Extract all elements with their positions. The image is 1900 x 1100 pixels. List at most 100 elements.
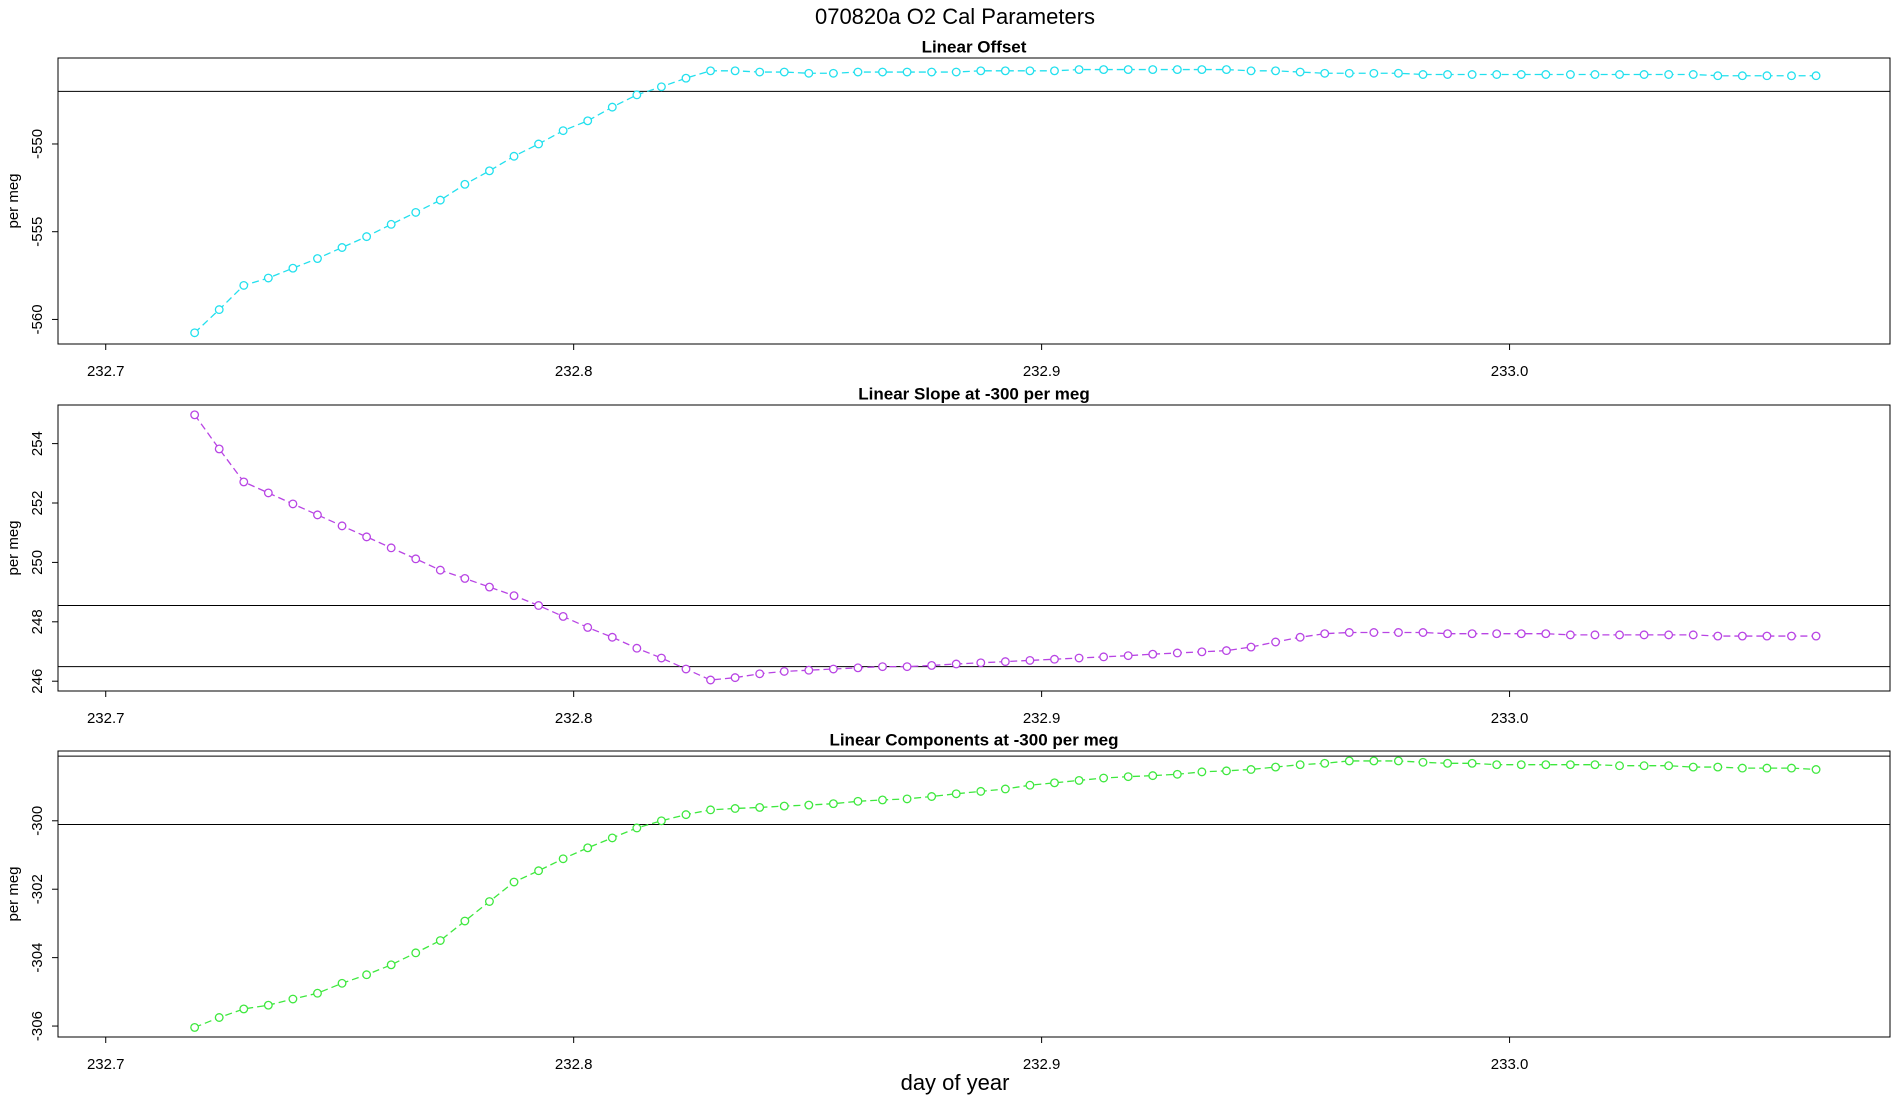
data-point <box>779 801 789 811</box>
x-tick-label: 232.8 <box>555 710 593 727</box>
data-point <box>1565 630 1575 640</box>
y-axis-label: per meg <box>5 520 22 575</box>
data-point <box>313 988 322 998</box>
data-point <box>583 622 593 632</box>
data-point <box>239 280 249 290</box>
y-tick-label: -300 <box>29 806 46 836</box>
data-point <box>607 632 617 642</box>
data-point <box>755 67 765 77</box>
data-point <box>1271 637 1281 647</box>
data-point <box>1295 760 1305 770</box>
data-point <box>1737 71 1747 81</box>
data-point <box>1123 65 1133 75</box>
data-point <box>730 66 740 76</box>
x-tick-label: 232.8 <box>555 363 593 380</box>
x-tick-label: 232.9 <box>1023 710 1061 727</box>
data-point <box>1148 771 1158 781</box>
data-point <box>1099 65 1109 75</box>
data-point <box>1418 70 1428 79</box>
data-point <box>730 673 740 683</box>
data-point <box>1295 67 1305 77</box>
data-point <box>1025 655 1035 665</box>
data-point <box>435 195 445 205</box>
y-axis-label: per meg <box>5 173 22 228</box>
data-point <box>1688 630 1698 640</box>
data-point <box>386 219 396 229</box>
data-point <box>1222 646 1231 656</box>
data-point <box>730 804 740 813</box>
data-point <box>1639 761 1649 771</box>
data-point <box>1492 70 1502 79</box>
data-point <box>1811 71 1821 81</box>
data-point <box>1000 784 1010 794</box>
data-point <box>1713 631 1723 641</box>
y-tick-label: -560 <box>29 304 46 334</box>
data-point <box>435 936 445 945</box>
data-point <box>214 1013 224 1022</box>
data-point <box>1492 760 1502 770</box>
x-tick-label: 233.0 <box>1491 710 1529 727</box>
data-point <box>1222 65 1231 75</box>
data-point <box>706 675 715 685</box>
x-tick-label: 233.0 <box>1491 1056 1529 1073</box>
data-point <box>1492 629 1502 639</box>
data-point <box>1197 647 1207 657</box>
x-tick-label: 233.0 <box>1491 363 1529 380</box>
data-point <box>1393 68 1403 78</box>
data-point <box>1713 71 1723 81</box>
data-point <box>190 328 200 338</box>
y-tick-label: 246 <box>29 669 46 694</box>
data-point <box>927 661 937 670</box>
data-point <box>1811 765 1821 774</box>
data-point <box>534 601 544 610</box>
data-point <box>976 66 986 76</box>
data-point <box>1369 68 1379 78</box>
data-point <box>1516 70 1526 79</box>
data-point <box>1467 758 1477 768</box>
panel-title: Linear Offset <box>922 37 1027 56</box>
data-point <box>534 139 544 149</box>
data-point <box>1443 758 1453 768</box>
data-point <box>239 477 249 487</box>
data-point <box>1688 762 1698 772</box>
panel-title: Linear Components at -300 per meg <box>829 730 1118 749</box>
data-point <box>828 68 838 78</box>
panel: Linear Offset per meg 232.7 232.8 232.9 233.0… <box>5 37 1891 380</box>
data-point <box>534 866 544 876</box>
data-point <box>386 960 396 970</box>
x-tick-label: 232.9 <box>1023 1056 1061 1073</box>
data-point <box>951 659 961 669</box>
data-point <box>1418 628 1428 637</box>
plot-frame <box>57 57 1891 345</box>
data-point <box>1123 651 1133 661</box>
data-point <box>1664 70 1674 79</box>
data-point <box>1615 761 1624 771</box>
data-point <box>558 612 568 621</box>
data-point <box>1074 65 1084 75</box>
data-point <box>632 90 642 100</box>
data-point <box>1787 763 1796 773</box>
data-point <box>484 166 494 176</box>
data-point <box>804 800 814 810</box>
data-point <box>607 833 617 843</box>
data-point <box>1737 763 1747 773</box>
data-point <box>1541 760 1551 770</box>
data-point <box>1050 654 1059 664</box>
data-point <box>1246 642 1256 652</box>
x-tick-label: 232.7 <box>87 363 125 380</box>
x-tick-label: 232.7 <box>87 1056 125 1073</box>
data-point <box>656 653 666 663</box>
data-point <box>460 573 470 583</box>
data-point <box>1074 775 1084 785</box>
data-point <box>337 243 347 252</box>
data-point <box>1688 70 1698 79</box>
data-point <box>755 802 765 812</box>
data-point <box>386 543 396 553</box>
panel-title: Linear Slope at -300 per meg <box>858 384 1089 403</box>
data-point <box>214 444 224 454</box>
data-point <box>288 263 298 273</box>
data-point <box>411 948 421 958</box>
data-point <box>509 591 519 601</box>
data-point <box>1762 763 1772 773</box>
